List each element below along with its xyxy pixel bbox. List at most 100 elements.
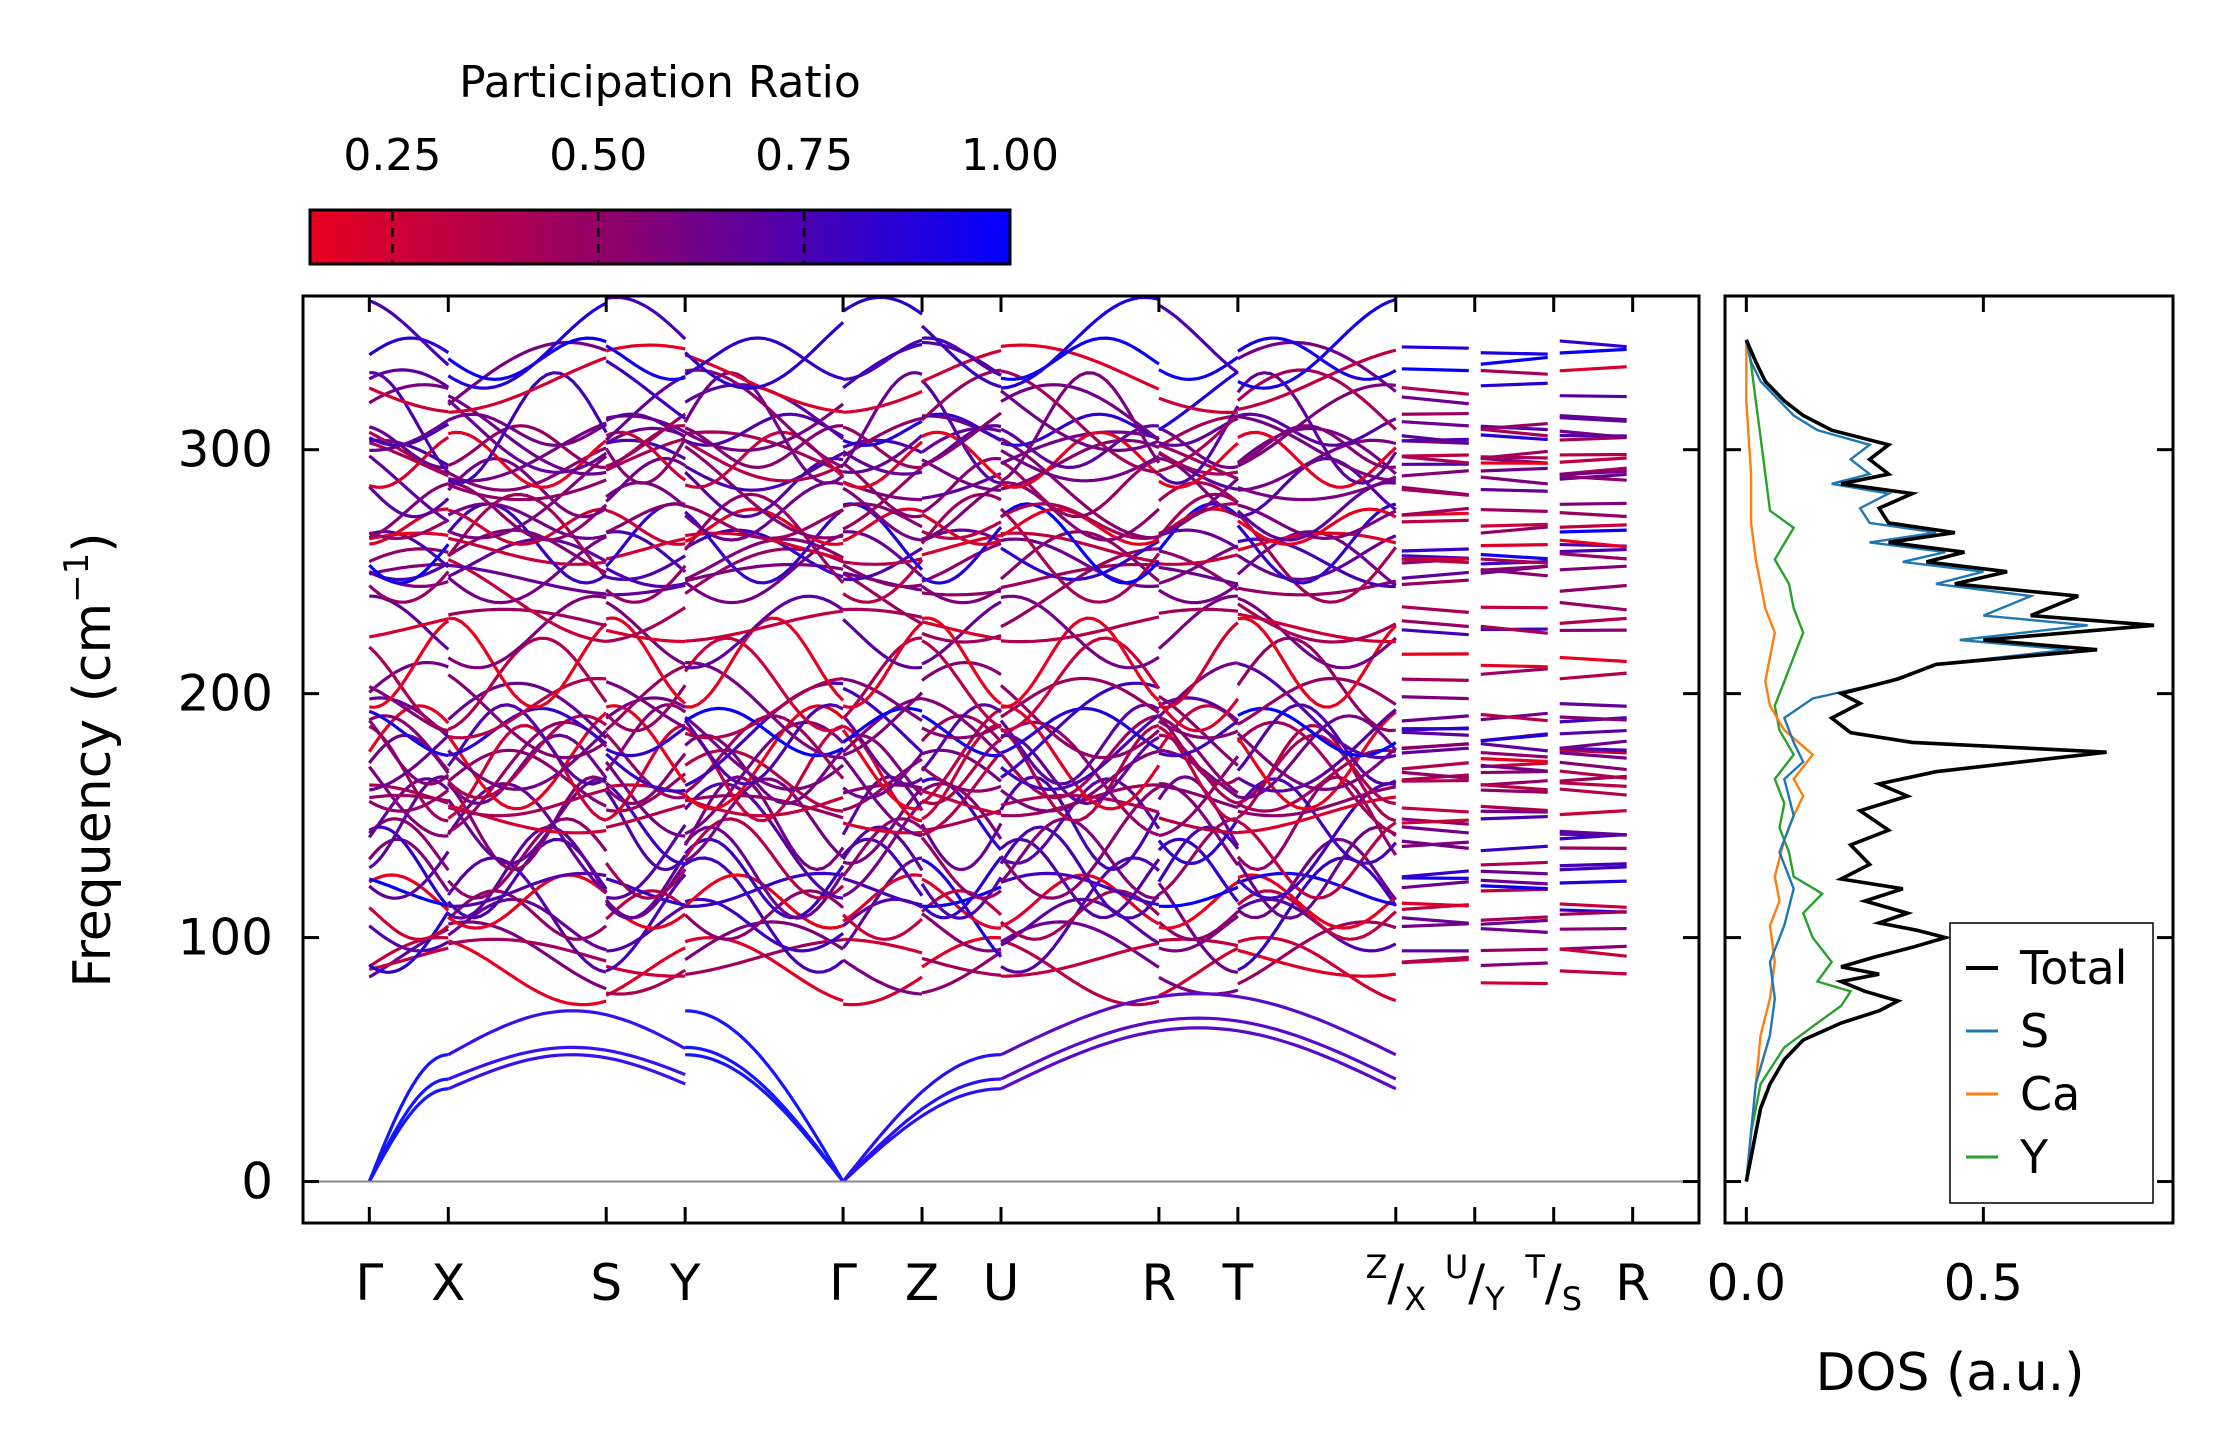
band-branch — [1480, 355, 1548, 366]
band-branch — [1000, 897, 1160, 947]
band-branch — [447, 340, 607, 406]
band-branch — [684, 451, 844, 492]
band-branch — [1000, 336, 1160, 381]
colorbar-tick-labels: 0.25 0.50 0.75 1.00 — [343, 130, 1059, 181]
band-branch — [605, 296, 687, 341]
band-branch — [1401, 770, 1469, 780]
band-branch — [920, 379, 1002, 485]
band-branch — [1000, 389, 1160, 453]
band-branch — [605, 564, 687, 604]
band-branch — [921, 426, 1002, 454]
band-branch — [1559, 413, 1627, 422]
band-branch — [447, 502, 607, 541]
band-branch — [448, 430, 608, 489]
band-branch — [1559, 501, 1627, 506]
band-branch — [999, 502, 1161, 585]
band-branch — [368, 645, 449, 733]
band-branch — [842, 958, 923, 996]
band-branch — [1559, 365, 1627, 373]
band-branch — [1157, 697, 1240, 733]
band-branch — [1559, 910, 1627, 917]
band-branch — [1559, 715, 1627, 722]
dos-ticks: 0.0 0.5 — [1707, 296, 2173, 1312]
band-branch — [1237, 579, 1397, 597]
band-branch — [1401, 869, 1469, 879]
band-branch — [842, 507, 923, 543]
band-branch — [1158, 719, 1239, 740]
band-branch — [842, 486, 923, 542]
x-tick-label: U — [983, 1254, 1020, 1312]
band-branch — [605, 873, 687, 973]
acoustic-branch — [367, 1087, 449, 1183]
band-branch — [606, 606, 687, 643]
colorbar-title: Participation Ratio — [459, 57, 861, 108]
band-branch — [841, 756, 923, 838]
band-branch — [1237, 935, 1397, 1003]
band-branch — [605, 502, 686, 534]
band-branch — [1237, 795, 1396, 835]
band-branch — [368, 435, 450, 489]
dos-curve-ca — [1745, 339, 1815, 1182]
band-branch — [447, 446, 607, 492]
band-branch — [921, 520, 1002, 541]
acoustic-branch — [685, 1045, 845, 1183]
band-branch — [921, 483, 1002, 541]
band-branch — [447, 456, 608, 519]
band-branch — [842, 465, 924, 531]
colorbar-tick-label: 0.25 — [343, 130, 441, 181]
band-branch — [1237, 897, 1397, 953]
dos-frame — [1723, 294, 2175, 1225]
band-branch — [1401, 395, 1469, 406]
band-branch — [1158, 755, 1240, 838]
band-branch — [605, 946, 686, 997]
band-branch — [447, 537, 607, 578]
band-branch — [920, 492, 1002, 545]
acoustic-branch — [447, 1053, 686, 1091]
band-branch — [1480, 742, 1548, 753]
band-branch — [1480, 421, 1548, 431]
band-branch — [447, 714, 608, 800]
band-branch — [1158, 414, 1239, 473]
band-branch — [683, 817, 845, 900]
band-branch — [1237, 602, 1397, 644]
band-branch — [604, 437, 687, 485]
band-branch — [1480, 475, 1548, 486]
band-branch — [368, 709, 449, 757]
band-branch — [1237, 856, 1398, 972]
band-branch — [368, 946, 449, 971]
band-branch — [685, 609, 844, 643]
band-branch — [1236, 512, 1398, 604]
band-branch — [1480, 750, 1548, 759]
band-branch — [921, 782, 1003, 840]
band-branch — [1157, 502, 1239, 552]
band-branch — [1000, 706, 1160, 755]
band-branch — [368, 386, 449, 414]
band-branch — [368, 777, 450, 839]
band-branch — [1480, 381, 1548, 388]
band-branch — [1559, 347, 1627, 355]
band-branch — [1559, 926, 1627, 931]
band-branch — [368, 368, 450, 389]
band-branch — [1157, 594, 1238, 650]
band-branch — [1237, 503, 1397, 541]
band-branch — [605, 782, 686, 865]
band-branch — [368, 825, 450, 908]
band-branch — [605, 726, 687, 758]
band-branch — [1237, 383, 1396, 468]
dos-x-axis-label: DOS (a.u.) — [1816, 1343, 2085, 1403]
band-branch — [842, 558, 924, 604]
band-branch — [684, 504, 844, 541]
band-branch — [842, 563, 923, 589]
band-branch — [685, 660, 844, 760]
band-branch — [1559, 947, 1627, 958]
band-branch — [605, 733, 686, 800]
band-branch — [606, 583, 686, 597]
band-branch — [1480, 788, 1548, 794]
band-branch — [1480, 667, 1548, 676]
band-branch — [1480, 487, 1548, 493]
band-branch — [447, 536, 607, 566]
band-branch — [1401, 761, 1469, 771]
band-branch — [447, 455, 608, 540]
band-branch — [684, 720, 845, 836]
band-branch — [921, 723, 1002, 740]
